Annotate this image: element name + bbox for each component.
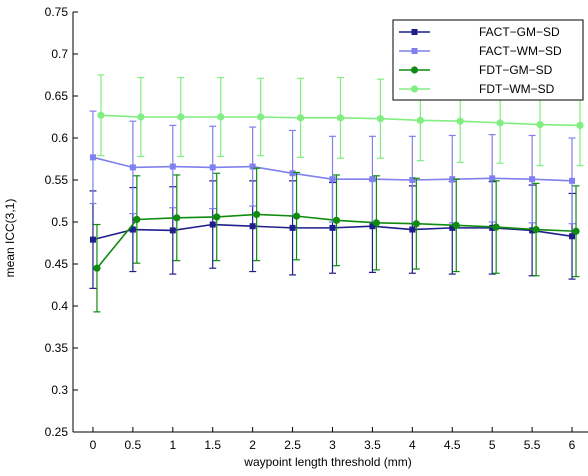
- x-tick-label: 5: [489, 438, 496, 452]
- x-tick-label: 0: [90, 438, 97, 452]
- data-point: [369, 176, 376, 183]
- data-point: [209, 164, 216, 171]
- data-point: [376, 115, 385, 123]
- data-point: [409, 177, 416, 183]
- x-tick-label: 4: [409, 438, 416, 452]
- data-point: [129, 226, 136, 233]
- data-point: [332, 216, 341, 224]
- y-tick-label: 0.3: [51, 383, 68, 397]
- data-point: [496, 119, 504, 127]
- y-tick-label: 0.75: [45, 5, 69, 19]
- data-point: [569, 233, 576, 240]
- x-tick-label: 4.5: [444, 438, 461, 452]
- plot-series-group: [89, 74, 584, 313]
- x-tick-label: 1: [169, 438, 176, 452]
- data-point: [173, 214, 181, 222]
- legend-marker: [411, 48, 418, 54]
- x-tick-label: 6: [569, 438, 576, 452]
- data-point: [129, 164, 136, 171]
- x-tick-label: 3.5: [364, 438, 381, 452]
- legend-marker: [410, 85, 419, 93]
- legend-label: FACT−GM−SD: [479, 25, 560, 39]
- data-point: [452, 221, 460, 229]
- legend-marker: [411, 29, 418, 35]
- data-point: [576, 121, 584, 129]
- y-tick-label: 0.4: [51, 299, 68, 313]
- x-tick-label: 0.5: [125, 438, 142, 452]
- data-point: [249, 163, 256, 170]
- legend-label: FDT−GM−SD: [479, 63, 553, 77]
- data-point: [209, 221, 216, 228]
- data-point: [529, 176, 536, 183]
- data-point: [529, 227, 536, 234]
- x-tick-label: 1.5: [204, 438, 221, 452]
- data-point: [257, 113, 265, 121]
- data-point: [489, 175, 496, 182]
- data-point: [177, 113, 185, 121]
- data-point: [416, 116, 424, 124]
- data-point: [289, 224, 296, 231]
- legend-label: FDT−WM−SD: [479, 82, 555, 96]
- data-point: [569, 177, 576, 184]
- data-point: [329, 224, 336, 231]
- series-group: [89, 110, 576, 225]
- data-point: [449, 176, 456, 183]
- data-point: [296, 114, 305, 122]
- data-point: [89, 236, 96, 243]
- legend-item: FDT−WM−SD: [399, 82, 555, 96]
- y-tick-label: 0.35: [45, 341, 69, 355]
- x-tick-label: 3: [329, 438, 336, 452]
- data-point: [97, 111, 105, 119]
- data-point: [536, 120, 544, 129]
- x-axis-label: waypoint length threshold (mm): [243, 455, 411, 469]
- legend-item: FDT−GM−SD: [399, 63, 553, 77]
- legend-item: FACT−WM−SD: [399, 44, 562, 58]
- data-point: [217, 113, 225, 121]
- plot-area: [89, 74, 584, 313]
- data-point: [492, 223, 500, 231]
- data-point: [89, 154, 96, 161]
- axes: 0.250.30.350.40.450.50.550.60.650.70.750…: [45, 5, 588, 452]
- data-point: [292, 212, 301, 220]
- data-point: [532, 225, 540, 234]
- y-tick-label: 0.45: [45, 257, 69, 271]
- legend-item: FACT−GM−SD: [399, 25, 560, 39]
- data-point: [409, 226, 416, 233]
- y-tick-label: 0.65: [45, 89, 69, 103]
- data-point: [369, 223, 376, 230]
- data-point: [93, 264, 101, 272]
- data-point: [336, 114, 345, 122]
- data-point: [329, 176, 336, 183]
- data-point: [449, 224, 456, 231]
- x-tick-label: 5.5: [524, 438, 541, 452]
- legend-label: FACT−WM−SD: [479, 44, 562, 58]
- data-point: [249, 223, 256, 230]
- data-point: [169, 227, 176, 234]
- legend-box: [392, 19, 584, 101]
- y-tick-label: 0.7: [51, 47, 68, 61]
- data-point: [137, 113, 145, 121]
- x-tick-label: 2.5: [284, 438, 301, 452]
- y-tick-label: 0.25: [45, 425, 69, 439]
- y-tick-label: 0.5: [51, 215, 68, 229]
- data-point: [133, 215, 141, 224]
- data-point: [253, 210, 261, 219]
- y-axis-label: mean ICC(3,1): [3, 199, 17, 278]
- y-tick-label: 0.55: [45, 173, 69, 187]
- data-point: [372, 219, 381, 227]
- data-point: [169, 163, 176, 170]
- data-point: [289, 170, 296, 177]
- data-point: [489, 224, 496, 231]
- series-group: [97, 74, 584, 167]
- series-group: [93, 167, 580, 313]
- data-point: [213, 213, 221, 221]
- x-tick-label: 2: [249, 438, 256, 452]
- data-point: [456, 117, 464, 125]
- data-point: [572, 227, 580, 235]
- y-tick-label: 0.6: [51, 131, 68, 145]
- data-point: [412, 220, 420, 228]
- legend-marker: [410, 66, 419, 74]
- legend: FACT−GM−SD FACT−WM−SD FDT−GM−SD FDT−WM−SD: [392, 19, 584, 101]
